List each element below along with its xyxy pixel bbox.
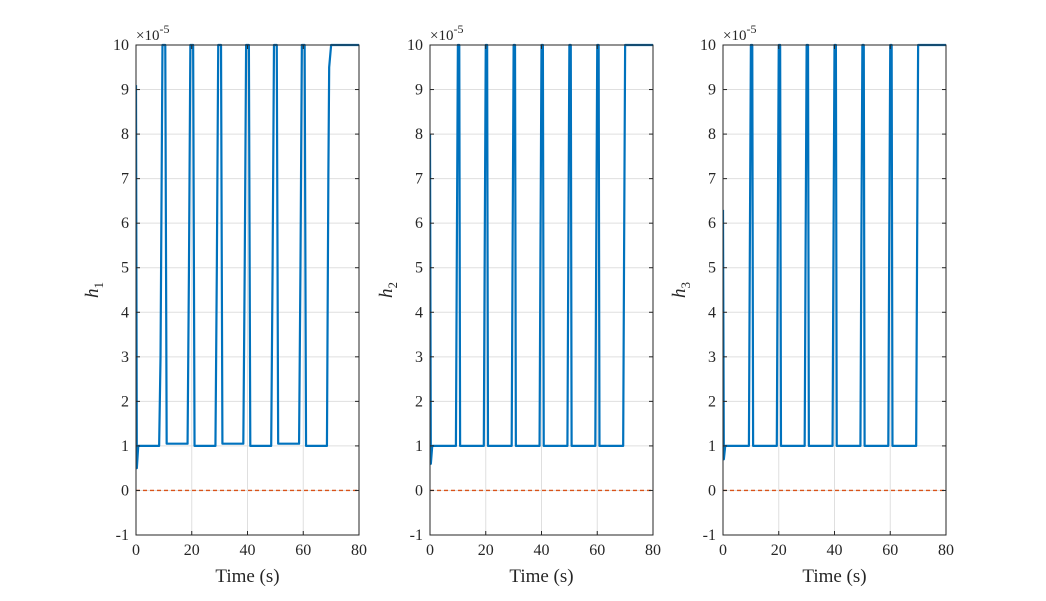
x-tick-label: 20 [478, 542, 494, 559]
y-tick-label: -1 [116, 527, 129, 544]
y-axis-title-sub: 2 [385, 282, 400, 289]
x-tick-label: 80 [351, 542, 367, 559]
exponent-power: -5 [746, 22, 756, 36]
y-tick-label: 5 [121, 260, 129, 277]
y-tick-label: 0 [415, 482, 423, 499]
y-tick-label: 5 [708, 260, 716, 277]
y-tick-label: 0 [121, 482, 129, 499]
y-axis-title: h2 [376, 282, 400, 298]
y-tick-label: 2 [121, 393, 129, 410]
y-tick-label: 3 [415, 349, 423, 366]
y-tick-label: 1 [415, 438, 423, 455]
y-axis-title-base: h [376, 289, 397, 299]
x-axis-title: Time (s) [802, 566, 866, 587]
x-tick-label: 80 [938, 542, 954, 559]
y-axis-title-base: h [82, 289, 103, 299]
y-tick-label: 3 [708, 349, 716, 366]
exponent-label: ×10-5 [723, 22, 756, 44]
y-axis-title: h1 [82, 282, 106, 298]
y-tick-label: 10 [113, 37, 129, 54]
x-tick-label: 80 [645, 542, 661, 559]
y-tick-label: 2 [708, 393, 716, 410]
exponent-base: ×10 [136, 28, 159, 44]
y-tick-label: 4 [415, 304, 423, 321]
x-tick-label: 40 [827, 542, 843, 559]
y-tick-label: 8 [415, 126, 423, 143]
y-tick-label: 3 [121, 349, 129, 366]
x-tick-label: 20 [771, 542, 787, 559]
y-axis-title-sub: 1 [91, 282, 106, 289]
exponent-base: ×10 [723, 28, 746, 44]
exponent-power: -5 [453, 22, 463, 36]
x-tick-label: 60 [295, 542, 311, 559]
y-tick-label: 6 [415, 215, 423, 232]
y-tick-label: 7 [415, 171, 423, 188]
y-tick-label: 7 [708, 171, 716, 188]
y-tick-label: -1 [410, 527, 423, 544]
x-axis-title: Time (s) [215, 566, 279, 587]
x-tick-label: 40 [240, 542, 256, 559]
y-tick-label: 7 [121, 171, 129, 188]
y-tick-label: 6 [121, 215, 129, 232]
y-tick-label: 1 [121, 438, 129, 455]
y-tick-label: 4 [121, 304, 129, 321]
exponent-label: ×10-5 [136, 22, 169, 44]
y-tick-label: 2 [415, 393, 423, 410]
y-tick-label: 9 [415, 82, 423, 99]
exponent-base: ×10 [430, 28, 453, 44]
y-tick-label: 10 [407, 37, 423, 54]
y-tick-label: 4 [708, 304, 716, 321]
exponent-label: ×10-5 [430, 22, 463, 44]
x-tick-label: 60 [882, 542, 898, 559]
x-tick-label: 60 [589, 542, 605, 559]
y-tick-label: 9 [708, 82, 716, 99]
y-axis-title-base: h [669, 289, 690, 299]
x-tick-label: 0 [426, 542, 434, 559]
x-tick-label: 0 [132, 542, 140, 559]
y-axis-title-sub: 3 [678, 282, 693, 289]
y-tick-label: 9 [121, 82, 129, 99]
exponent-power: -5 [159, 22, 169, 36]
x-tick-label: 0 [719, 542, 727, 559]
x-axis-title: Time (s) [509, 566, 573, 587]
y-tick-label: 0 [708, 482, 716, 499]
y-tick-label: 5 [415, 260, 423, 277]
y-tick-label: -1 [703, 527, 716, 544]
y-tick-label: 1 [708, 438, 716, 455]
y-tick-label: 8 [708, 126, 716, 143]
x-tick-label: 40 [534, 542, 550, 559]
y-axis-title: h3 [669, 282, 693, 298]
y-tick-label: 10 [700, 37, 716, 54]
y-tick-label: 6 [708, 215, 716, 232]
y-tick-label: 8 [121, 126, 129, 143]
x-tick-label: 20 [184, 542, 200, 559]
